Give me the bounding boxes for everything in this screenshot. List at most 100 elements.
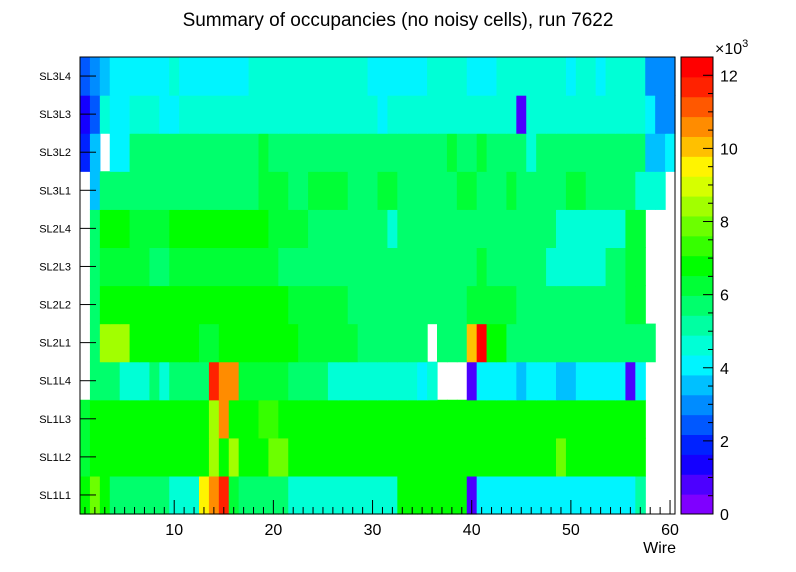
heatmap-cell <box>575 95 587 134</box>
heatmap-cell <box>476 399 488 439</box>
heatmap-cell <box>615 133 627 172</box>
heatmap-cell <box>427 247 438 287</box>
heatmap-cell <box>427 171 438 210</box>
heatmap-cell <box>516 361 527 401</box>
heatmap-cell <box>357 247 369 287</box>
heatmap-cell <box>318 57 329 96</box>
heatmap-cell <box>615 247 627 287</box>
heatmap-cell <box>208 95 220 134</box>
heatmap-cell <box>486 285 498 325</box>
heatmap-cell <box>377 247 389 287</box>
heatmap-cell <box>407 437 418 477</box>
heatmap-cell <box>496 133 508 172</box>
heatmap-cell <box>615 95 627 134</box>
heatmap-cell <box>159 247 170 287</box>
heatmap-cell <box>357 171 369 210</box>
heatmap-cell <box>427 133 438 172</box>
heatmap-cell <box>159 285 170 325</box>
heatmap-cell <box>556 361 567 401</box>
color-scale-segment <box>681 335 713 356</box>
heatmap-cell <box>397 171 408 210</box>
heatmap-cell <box>149 133 160 172</box>
heatmap-cell <box>298 247 309 287</box>
heatmap-cell <box>506 399 517 439</box>
heatmap-cell <box>417 95 428 134</box>
heatmap-cell <box>446 57 458 96</box>
heatmap-cell <box>486 475 498 515</box>
heatmap-cell <box>288 399 299 439</box>
heatmap-cell <box>565 323 577 363</box>
heatmap-cell <box>387 171 398 210</box>
heatmap-cell <box>655 133 666 172</box>
heatmap-cell <box>446 399 458 439</box>
heatmap-cell <box>585 437 597 477</box>
heatmap-cell <box>575 133 587 172</box>
heatmap-cell <box>536 399 547 439</box>
heatmap-cell <box>427 285 438 325</box>
heatmap-cell <box>347 171 359 210</box>
color-scale-multiplier: ×103 <box>715 38 748 58</box>
heatmap-cell <box>228 57 240 96</box>
heatmap-cell <box>625 171 636 210</box>
color-scale-multiplier-base: ×10 <box>715 41 742 58</box>
heatmap-cell <box>278 437 289 477</box>
heatmap-cell <box>595 285 607 325</box>
heatmap-cell <box>228 399 240 439</box>
heatmap-cell <box>337 171 349 210</box>
heatmap-cell <box>556 247 567 287</box>
heatmap-cell <box>556 399 567 439</box>
heatmap-cell <box>496 475 508 515</box>
heatmap-cell <box>218 323 230 363</box>
heatmap-cell <box>99 247 111 287</box>
heatmap-cell <box>387 361 398 401</box>
x-tick-label: 10 <box>165 522 183 539</box>
heatmap-cell <box>109 285 121 325</box>
heatmap-cell <box>139 475 151 515</box>
heatmap-cell <box>377 95 389 134</box>
heatmap-cell <box>397 247 408 287</box>
heatmap-cell <box>496 171 508 210</box>
heatmap-cell <box>476 247 488 287</box>
heatmap-cell <box>417 247 428 287</box>
heatmap-cell <box>536 285 547 325</box>
color-scale-segment <box>681 255 713 277</box>
heatmap-cell <box>625 475 636 515</box>
heatmap-cell <box>357 361 369 401</box>
heatmap-cell <box>258 133 270 172</box>
heatmap-cell <box>347 361 359 401</box>
heatmap-cell <box>238 95 250 134</box>
heatmap-cell <box>149 209 160 249</box>
heatmap-cell <box>208 133 220 172</box>
heatmap-cell <box>417 437 428 477</box>
heatmap-cell <box>476 361 488 401</box>
heatmap-cell <box>635 171 646 210</box>
color-scale-bar: 0 2 4 6 8 10 12 <box>680 56 738 524</box>
heatmap-cell <box>149 95 160 134</box>
heatmap-cell <box>575 171 587 210</box>
heatmap-cell <box>139 95 151 134</box>
heatmap-cell <box>486 437 498 477</box>
heatmap-cell <box>506 209 517 249</box>
heatmap-cell <box>268 437 279 477</box>
heatmap-cell <box>228 285 240 325</box>
heatmap-cell <box>337 57 349 96</box>
heatmap-cell <box>456 95 468 134</box>
color-scale-segment <box>681 394 713 416</box>
heatmap-cell <box>298 475 309 515</box>
heatmap-cell <box>476 95 488 134</box>
heatmap-cell <box>119 361 131 401</box>
heatmap-cell <box>605 133 617 172</box>
heatmap-cell <box>238 133 250 172</box>
heatmap-cell <box>258 95 270 134</box>
heatmap-cell <box>357 209 369 249</box>
chart-title: Summary of occupancies (no noisy cells),… <box>183 10 614 31</box>
heatmap-cell <box>199 209 210 249</box>
heatmap-cell <box>248 361 260 401</box>
heatmap-cell <box>496 247 508 287</box>
heatmap-cell <box>238 57 250 96</box>
heatmap-cell <box>347 399 359 439</box>
heatmap-cell <box>635 209 646 249</box>
heatmap-cell <box>288 57 299 96</box>
heatmap-cell <box>506 361 517 401</box>
heatmap-cell <box>546 133 557 172</box>
